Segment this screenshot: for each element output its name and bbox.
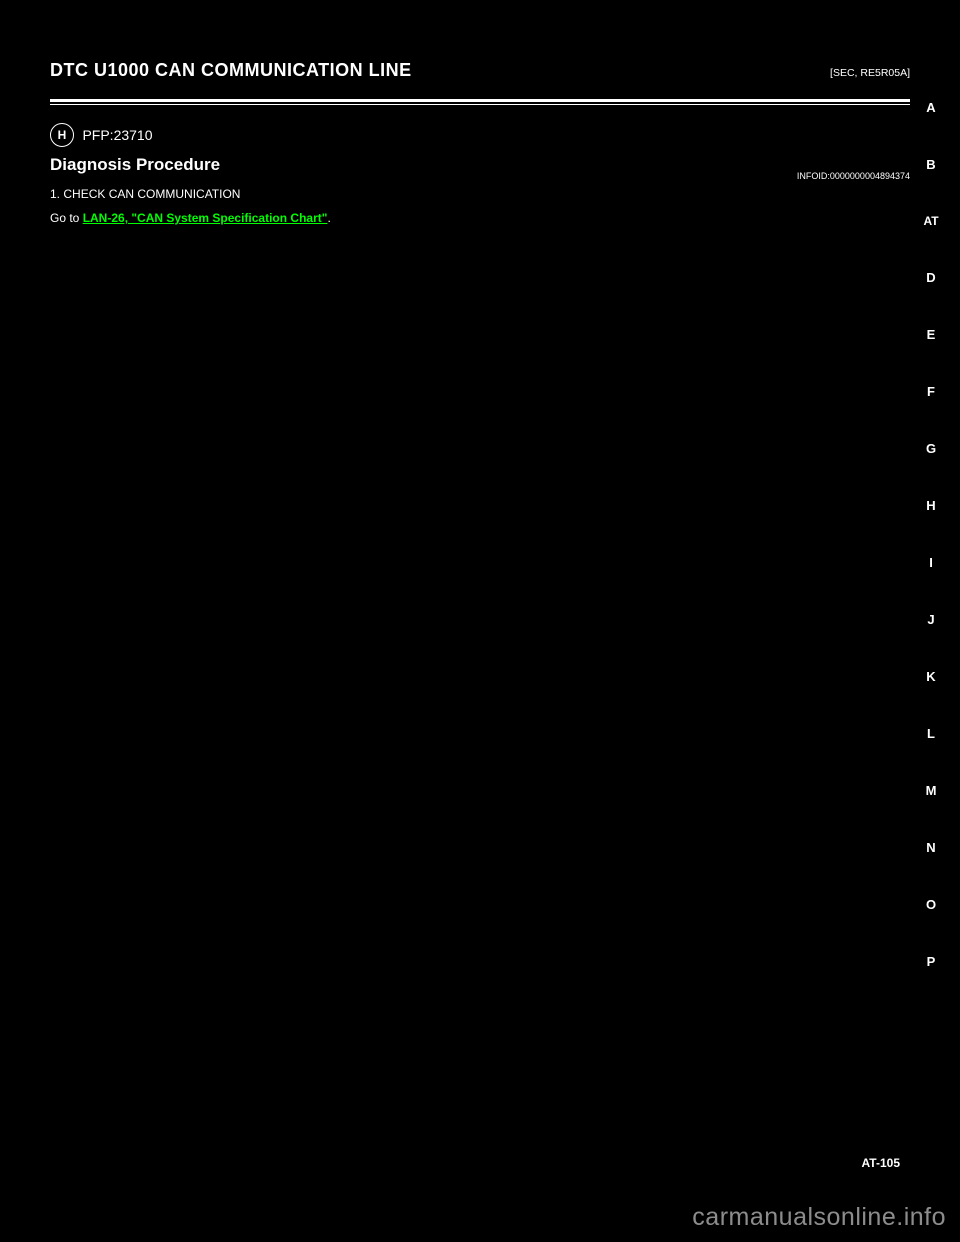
tab-f[interactable]: F — [920, 384, 942, 399]
tab-o[interactable]: O — [920, 897, 942, 912]
tab-i[interactable]: I — [920, 555, 942, 570]
tab-m[interactable]: M — [920, 783, 942, 798]
tab-a[interactable]: A — [920, 100, 942, 115]
tab-n[interactable]: N — [920, 840, 942, 855]
tab-l[interactable]: L — [920, 726, 942, 741]
tab-b[interactable]: B — [920, 157, 942, 172]
section-title: Diagnosis Procedure — [50, 155, 910, 175]
info-id: INFOID:0000000004894374 — [797, 171, 910, 181]
breadcrumb: [SEC, RE5R05A] — [830, 67, 910, 79]
section-tabs: A B AT D E F G H I J K L M N O P — [920, 100, 942, 969]
tab-j[interactable]: J — [920, 612, 942, 627]
tab-k[interactable]: K — [920, 669, 942, 684]
tab-h[interactable]: H — [920, 498, 942, 513]
title-rule — [50, 99, 910, 105]
pfp-label: PFP:23710 — [82, 127, 152, 143]
tab-p[interactable]: P — [920, 954, 942, 969]
tab-e[interactable]: E — [920, 327, 942, 342]
watermark: carmanualsonline.info — [0, 1203, 960, 1232]
tab-g[interactable]: G — [920, 441, 942, 456]
can-spec-link[interactable]: LAN-26, "CAN System Specification Chart" — [83, 211, 328, 225]
header-title: DTC U1000 CAN COMMUNICATION LINE — [50, 60, 412, 81]
step-title: CHECK CAN COMMUNICATION — [63, 187, 240, 201]
para-prefix: Go to — [50, 211, 83, 225]
step-number: 1. — [50, 187, 60, 201]
body-paragraph: Go to LAN-26, "CAN System Specification … — [50, 209, 910, 227]
tab-at[interactable]: AT — [920, 214, 942, 228]
page-header: DTC U1000 CAN COMMUNICATION LINE [SEC, R… — [50, 60, 910, 81]
step-line: 1. CHECK CAN COMMUNICATION — [50, 185, 910, 203]
pfp-row: H PFP:23710 — [50, 123, 910, 147]
page-number: AT-105 — [862, 1156, 900, 1170]
tab-d[interactable]: D — [920, 270, 942, 285]
pfp-icon: H — [50, 123, 74, 147]
para-suffix: . — [327, 211, 330, 225]
pfp-icon-letter: H — [58, 128, 67, 142]
